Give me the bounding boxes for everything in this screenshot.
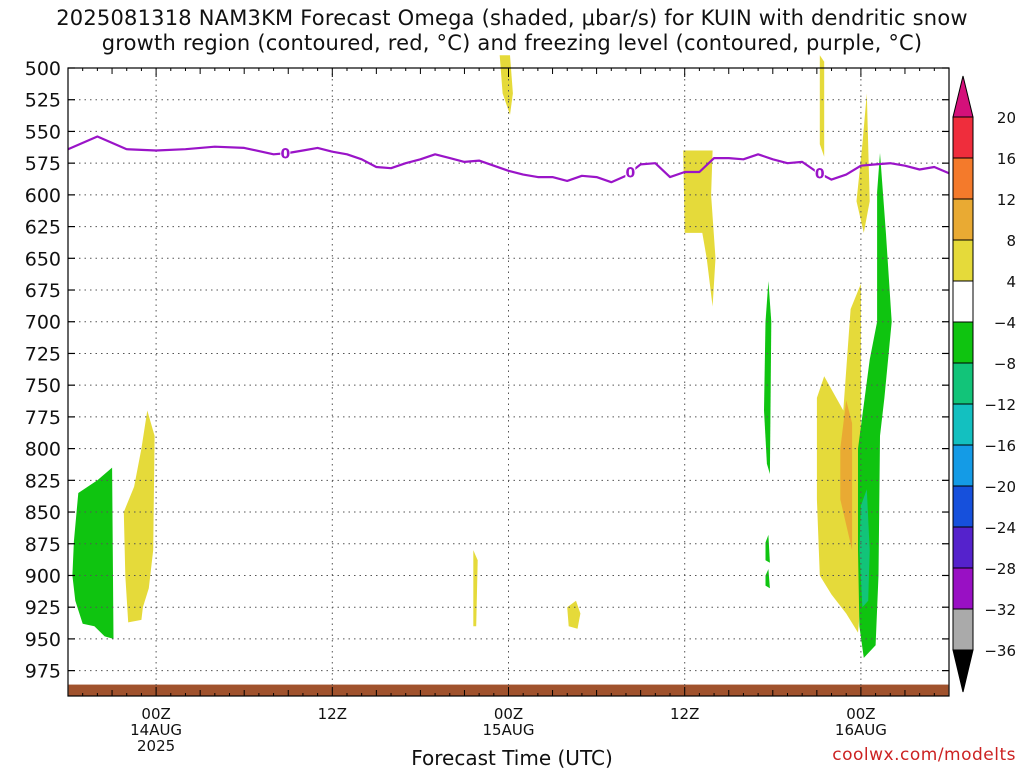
omega-region-6: [819, 55, 825, 157]
colorbar-label-0: 20: [997, 109, 1016, 127]
x-tick-label-42-0: 12Z: [670, 705, 699, 723]
chart-title-line-1: 2025081318 NAM3KM Forecast Omega (shaded…: [56, 6, 968, 30]
omega-region-12: [765, 569, 770, 589]
freezing-label-bg-1: [625, 165, 636, 180]
omega-region-11: [765, 534, 770, 563]
x-tick-label-18-0: 12Z: [318, 705, 347, 723]
omega-region-7: [856, 93, 870, 233]
freezing-level-label-0: 0: [280, 146, 290, 162]
colorbar-label-8: −16: [984, 437, 1016, 455]
omega-region-1: [123, 410, 155, 623]
colorbar-label-12: −32: [984, 601, 1016, 619]
colorbar-swatch-5: [952, 321, 974, 364]
y-tick-label-775: 775: [25, 407, 61, 429]
y-tick-label-975: 975: [25, 661, 61, 683]
x-tick-label-6-1: 14AUG: [130, 721, 182, 739]
colorbar-swatch-1: [952, 157, 974, 200]
freezing-level-label-1: 0: [625, 165, 635, 181]
x-tick-label-6-2: 2025: [137, 737, 175, 755]
credit-link[interactable]: coolwx.com/modelts: [832, 745, 1016, 765]
colorbar-swatch-12: [952, 608, 974, 651]
omega-region-14: [859, 489, 870, 608]
colorbar-swatch-11: [952, 567, 974, 610]
colorbar-label-7: −12: [984, 396, 1016, 414]
x-axis-title: Forecast Time (UTC): [411, 746, 613, 770]
colorbar-swatch-4: [952, 280, 974, 323]
x-tick-label-54-1: 16AUG: [835, 721, 887, 739]
colorbar-label-10: −24: [984, 519, 1016, 537]
y-tick-label-925: 925: [25, 597, 61, 619]
colorbar-swatch-8: [952, 444, 974, 487]
colorbar-swatch-0: [952, 116, 974, 159]
colorbar-label-3: 8: [1006, 232, 1016, 250]
omega-region-8: [816, 283, 861, 633]
omega-region-2: [473, 550, 478, 627]
x-tick-label-30-0: 00Z: [494, 705, 523, 723]
y-tick-label-950: 950: [25, 629, 61, 651]
freezing-label-bg-0: [280, 146, 291, 161]
colorbar-swatch-10: [952, 526, 974, 569]
omega-region-4: [567, 600, 581, 629]
y-tick-label-700: 700: [25, 312, 61, 334]
colorbar-label-6: −8: [994, 355, 1016, 373]
y-tick-label-625: 625: [25, 217, 61, 239]
y-tick-label-500: 500: [25, 58, 61, 80]
omega-region-0: [72, 467, 114, 639]
freezing-level-label-2: 0: [815, 167, 825, 183]
y-tick-label-725: 725: [25, 343, 61, 365]
colorbar-label-2: 12: [997, 191, 1016, 209]
gridlines: [68, 67, 949, 696]
colorbar-swatch-6: [952, 362, 974, 405]
colorbar-top-arrow: [952, 75, 974, 118]
y-tick-label-850: 850: [25, 502, 61, 524]
y-tick-label-575: 575: [25, 153, 61, 175]
x-tick-label-30-1: 15AUG: [483, 721, 535, 739]
colorbar-label-4: 4: [1006, 273, 1016, 291]
colorbar-swatch-3: [952, 239, 974, 282]
y-tick-label-750: 750: [25, 375, 61, 397]
y-tick-label-600: 600: [25, 185, 61, 207]
y-tick-label-550: 550: [25, 121, 61, 143]
y-tick-label-650: 650: [25, 248, 61, 270]
y-tick-label-525: 525: [25, 90, 61, 112]
y-tick-label-825: 825: [25, 470, 61, 492]
colorbar-label-11: −28: [984, 560, 1016, 578]
colorbar-bottom-arrow: [952, 649, 974, 693]
omega-region-3: [499, 55, 513, 115]
y-tick-label-875: 875: [25, 534, 61, 556]
chart-title-line-2: growth region (contoured, red, °C) and f…: [101, 31, 923, 55]
y-tick-label-675: 675: [25, 280, 61, 302]
y-axis: 500 525 550 575 600 625 650 675 700 725 750 775 800 8…: [25, 58, 949, 683]
freezing-level: 0 0 0: [67, 135, 950, 184]
colorbar-label-13: −36: [984, 642, 1016, 660]
colorbar-swatch-9: [952, 485, 974, 528]
x-tick-label-54-0: 00Z: [846, 705, 875, 723]
omega-region-5: [683, 150, 716, 307]
omega-region-10: [764, 281, 772, 474]
colorbar-label-5: −4: [994, 314, 1016, 332]
freezing-label-bg-2: [814, 166, 825, 181]
colorbar-label-9: −20: [984, 478, 1016, 496]
colorbar-swatch-2: [952, 198, 974, 241]
colorbar: 20 16 12 8 4 −4 −8 −12 −16 −20 −24 −28 −32 −36: [952, 75, 1016, 693]
y-tick-label-900: 900: [25, 565, 61, 587]
colorbar-label-1: 16: [997, 150, 1016, 168]
omega-shading: [72, 55, 892, 658]
colorbar-swatch-7: [952, 403, 974, 446]
x-tick-label-6-0: 00Z: [141, 705, 170, 723]
y-tick-label-800: 800: [25, 439, 61, 461]
omega-region-9: [840, 400, 853, 551]
